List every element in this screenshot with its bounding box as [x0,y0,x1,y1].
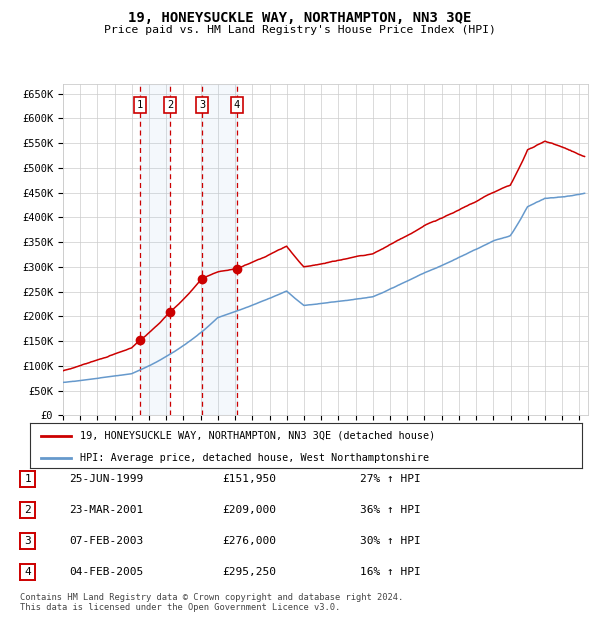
Text: 30% ↑ HPI: 30% ↑ HPI [360,536,421,546]
Text: HPI: Average price, detached house, West Northamptonshire: HPI: Average price, detached house, West… [80,453,429,463]
Text: 19, HONEYSUCKLE WAY, NORTHAMPTON, NN3 3QE (detached house): 19, HONEYSUCKLE WAY, NORTHAMPTON, NN3 3Q… [80,430,435,441]
Text: 3: 3 [199,100,205,110]
Text: 23-MAR-2001: 23-MAR-2001 [69,505,143,515]
Text: 25-JUN-1999: 25-JUN-1999 [69,474,143,484]
Text: 4: 4 [233,100,240,110]
Text: £276,000: £276,000 [222,536,276,546]
Text: 1: 1 [24,474,31,484]
Text: 1: 1 [137,100,143,110]
Bar [202,84,236,415]
Text: Contains HM Land Registry data © Crown copyright and database right 2024.
This d: Contains HM Land Registry data © Crown c… [20,593,403,612]
Text: £151,950: £151,950 [222,474,276,484]
Text: 19, HONEYSUCKLE WAY, NORTHAMPTON, NN3 3QE: 19, HONEYSUCKLE WAY, NORTHAMPTON, NN3 3Q… [128,11,472,25]
Text: 07-FEB-2003: 07-FEB-2003 [69,536,143,546]
Bar [140,84,170,415]
Text: £295,250: £295,250 [222,567,276,577]
Text: Price paid vs. HM Land Registry's House Price Index (HPI): Price paid vs. HM Land Registry's House … [104,25,496,35]
Text: £209,000: £209,000 [222,505,276,515]
Text: 2: 2 [167,100,173,110]
Text: 16% ↑ HPI: 16% ↑ HPI [360,567,421,577]
Text: 2: 2 [24,505,31,515]
Text: 04-FEB-2005: 04-FEB-2005 [69,567,143,577]
Text: 36% ↑ HPI: 36% ↑ HPI [360,505,421,515]
Text: 3: 3 [24,536,31,546]
Text: 4: 4 [24,567,31,577]
Text: 27% ↑ HPI: 27% ↑ HPI [360,474,421,484]
